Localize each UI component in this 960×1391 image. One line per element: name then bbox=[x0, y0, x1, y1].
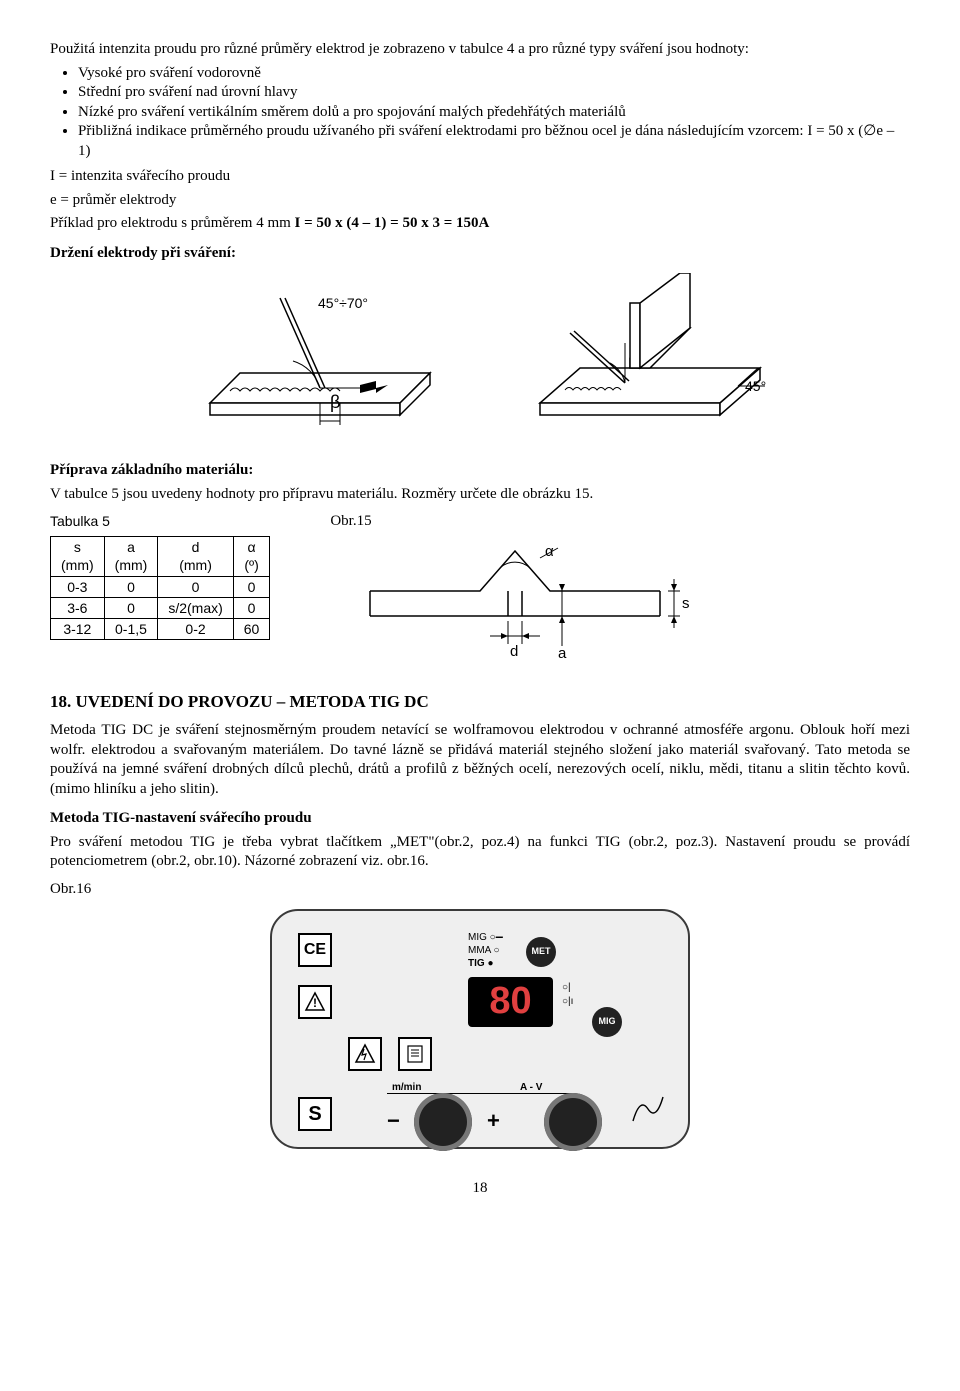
formula-example-bold: I = 50 x (4 – 1) = 50 x 3 = 150A bbox=[295, 215, 490, 231]
formula-example: Příklad pro elektrodu s průměrem 4 mm I … bbox=[50, 214, 910, 234]
c: 0 bbox=[104, 576, 158, 597]
bullet-formula-text: Přibližná indikace průměrného proudu uží… bbox=[78, 123, 894, 159]
s-icon: S bbox=[298, 1097, 332, 1131]
c: 0-1,5 bbox=[104, 618, 158, 639]
mma-label: MMA ○ bbox=[468, 944, 500, 957]
section-18-title: 18. UVEDENÍ DO PROVOZU – METODA TIG DC bbox=[50, 691, 910, 713]
c: 3-6 bbox=[51, 597, 105, 618]
intro-paragraph: Použitá intenzita proudu pro různé průmě… bbox=[50, 40, 910, 60]
svg-text:!: ! bbox=[313, 996, 317, 1010]
c: 0 bbox=[233, 576, 270, 597]
shock-icon bbox=[348, 1037, 382, 1071]
c: 0-3 bbox=[51, 576, 105, 597]
flat-weld-diagram: 45°÷70° β bbox=[170, 273, 470, 443]
bullet-high: Vysoké pro sváření vodorovně bbox=[78, 64, 910, 84]
off-indicator: ○|ı bbox=[562, 995, 573, 1008]
prep-title: Příprava základního materiálu: bbox=[50, 461, 910, 481]
c: 0 bbox=[233, 597, 270, 618]
obr16-label: Obr.16 bbox=[50, 880, 910, 900]
bullet-formula: Přibližná indikace průměrného proudu uží… bbox=[78, 122, 910, 161]
c: s/2(max) bbox=[158, 597, 233, 618]
intensity-bullets: Vysoké pro sváření vodorovně Střední pro… bbox=[50, 64, 910, 162]
left-potentiometer[interactable] bbox=[414, 1093, 472, 1151]
obr15-label: Obr.15 bbox=[330, 512, 910, 532]
mig-button[interactable]: MIG bbox=[592, 1007, 622, 1037]
angle1-label: 45°÷70° bbox=[318, 295, 368, 311]
c: 0 bbox=[104, 597, 158, 618]
display: 80 bbox=[468, 977, 553, 1027]
c: 60 bbox=[233, 618, 270, 639]
formula-I: I = intenzita svářecího proudu bbox=[50, 167, 910, 187]
mig-label: MIG ○─ bbox=[468, 931, 503, 944]
th-a-u: (mm) bbox=[115, 557, 148, 573]
plus-label: + bbox=[487, 1107, 500, 1136]
section-18-p2: Pro sváření metodou TIG je třeba vybrat … bbox=[50, 833, 910, 872]
section-18-p1: Metoda TIG DC je sváření stejnosměrným p… bbox=[50, 721, 910, 799]
divider bbox=[387, 1093, 572, 1094]
c: 3-12 bbox=[51, 618, 105, 639]
beta-label: β bbox=[330, 392, 340, 412]
met-button[interactable]: MET bbox=[526, 937, 556, 967]
tabulka5: s(mm) a(mm) d(mm) α(º) 0-3000 3-60s/2(ma… bbox=[50, 536, 270, 640]
t-joint-diagram: 45° bbox=[510, 273, 790, 443]
right-potentiometer[interactable] bbox=[544, 1093, 602, 1151]
th-a: a bbox=[127, 539, 135, 555]
th-s-u: (mm) bbox=[61, 557, 94, 573]
tig-label: TIG ● bbox=[468, 957, 494, 970]
obr15-diagram: α s d a bbox=[330, 536, 690, 671]
welding-diagrams: 45°÷70° β 45° bbox=[50, 273, 910, 443]
th-d: d bbox=[192, 539, 200, 555]
bullet-low: Nízké pro sváření vertikálním směrem dol… bbox=[78, 103, 910, 123]
c: 0-2 bbox=[158, 618, 233, 639]
prep-text: V tabulce 5 jsou uvedeny hodnoty pro pří… bbox=[50, 485, 910, 505]
th-d-u: (mm) bbox=[179, 557, 212, 573]
th-al-u: (º) bbox=[244, 557, 258, 573]
control-panel: CE ! S MIG ○─ MMA ○ TIG ● MET 80 ○| ○|ı … bbox=[270, 909, 690, 1149]
formula-example-pre: Příklad pro elektrodu s průměrem 4 mm bbox=[50, 215, 295, 231]
s-letter: s bbox=[682, 595, 690, 612]
d-letter: d bbox=[510, 643, 518, 660]
section-18-sub: Metoda TIG-nastavení svářecího proudu bbox=[50, 809, 910, 829]
th-s: s bbox=[74, 539, 81, 555]
warning-icon: ! bbox=[298, 985, 332, 1019]
manual-icon bbox=[398, 1037, 432, 1071]
a-letter: a bbox=[558, 645, 567, 662]
th-al: α bbox=[248, 539, 256, 555]
holding-title: Držení elektrody při sváření: bbox=[50, 244, 910, 264]
c: 0 bbox=[158, 576, 233, 597]
page-number: 18 bbox=[50, 1179, 910, 1199]
curve-icon bbox=[628, 1089, 668, 1129]
formula-e: e = průměr elektrody bbox=[50, 191, 910, 211]
tabulka5-label: Tabulka 5 bbox=[50, 512, 270, 530]
ce-icon: CE bbox=[298, 933, 332, 967]
bullet-mid: Střední pro sváření nad úrovní hlavy bbox=[78, 83, 910, 103]
on-indicator: ○| bbox=[562, 981, 571, 994]
minus-label: − bbox=[387, 1107, 400, 1136]
